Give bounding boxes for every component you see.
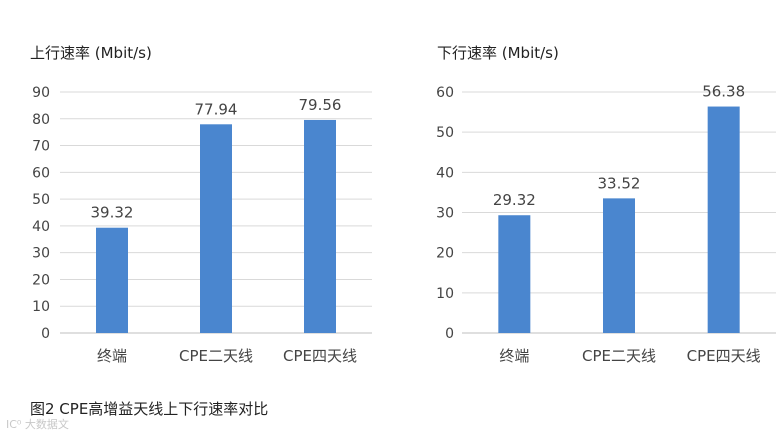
y-tick-label: 20 <box>32 272 50 288</box>
y-tick-label: 60 <box>32 165 50 181</box>
y-tick-label: 50 <box>32 192 50 208</box>
y-tick-label: 0 <box>41 326 50 342</box>
bar <box>707 106 740 333</box>
y-tick-label: 90 <box>32 85 50 101</box>
y-tick-label: 10 <box>32 299 50 315</box>
y-tick-label: 40 <box>436 165 454 181</box>
bar <box>200 124 232 333</box>
y-tick-label: 10 <box>436 286 454 302</box>
y-tick-label: 60 <box>436 85 454 101</box>
bar <box>96 227 128 333</box>
bar <box>498 215 531 333</box>
data-label: 39.32 <box>91 204 134 222</box>
data-label: 79.56 <box>299 96 342 114</box>
data-label: 33.52 <box>598 174 641 192</box>
category-label: CPE二天线 <box>179 347 253 365</box>
y-tick-label: 20 <box>436 246 454 262</box>
y-tick-label: 30 <box>32 246 50 262</box>
chart-title: 下行速率 (Mbit/s) <box>437 44 559 62</box>
category-label: CPE二天线 <box>582 347 656 365</box>
category-label: CPE四天线 <box>687 347 761 365</box>
data-label: 29.32 <box>493 191 536 209</box>
category-label: CPE四天线 <box>283 347 357 365</box>
y-tick-label: 0 <box>445 326 454 342</box>
y-tick-label: 40 <box>32 219 50 235</box>
bar <box>603 198 635 333</box>
figure-caption: 图2 CPE高增益天线上下行速率对比 <box>30 400 269 418</box>
data-label: 56.38 <box>702 83 745 101</box>
y-tick-label: 70 <box>32 139 50 155</box>
y-tick-label: 30 <box>436 206 454 222</box>
category-label: 终端 <box>97 347 127 365</box>
data-label: 77.94 <box>195 100 238 118</box>
watermark: IC⁰ 大数据文 <box>6 418 69 431</box>
bar <box>304 119 336 334</box>
y-tick-label: 80 <box>32 112 50 128</box>
y-tick-label: 50 <box>436 125 454 141</box>
category-label: 终端 <box>499 347 529 365</box>
chart-title: 上行速率 (Mbit/s) <box>30 44 152 62</box>
